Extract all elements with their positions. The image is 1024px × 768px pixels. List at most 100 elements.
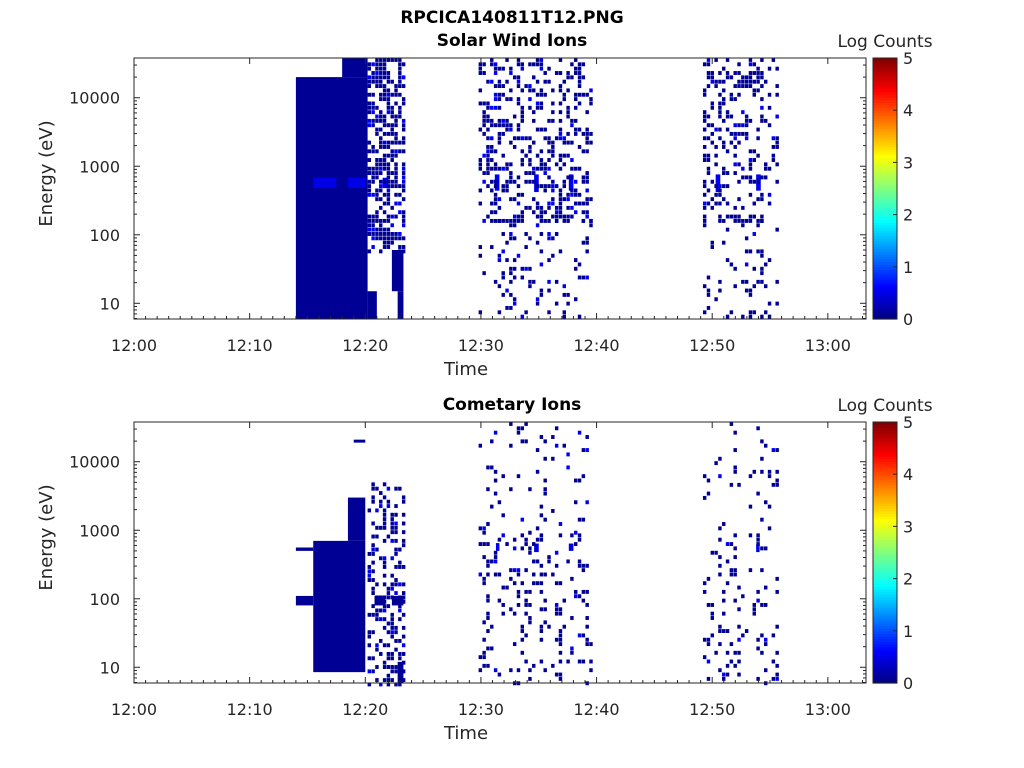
heatmap-cell	[535, 184, 540, 189]
heatmap-cell	[718, 668, 722, 673]
heatmap-cell	[566, 140, 570, 145]
heatmap-cell	[371, 551, 375, 556]
heatmap-cell	[490, 166, 494, 171]
heatmap-cell	[394, 179, 398, 184]
heatmap-cell	[702, 284, 707, 289]
heatmap-cell	[733, 162, 737, 167]
heatmap-cell	[771, 659, 776, 664]
heatmap-cell	[722, 66, 726, 71]
heatmap-cell	[371, 175, 375, 180]
heatmap-cell	[490, 624, 494, 629]
heatmap-cell	[524, 422, 528, 426]
heatmap-cell	[577, 66, 582, 71]
heatmap-cell	[512, 214, 517, 219]
colorbar-segment	[873, 272, 897, 276]
heatmap-cell	[528, 676, 532, 681]
heatmap-cell	[501, 118, 505, 123]
heatmap-cell	[535, 92, 540, 97]
heatmap-cell	[379, 491, 383, 495]
plot-frame	[133, 57, 867, 320]
heatmap-cell	[520, 118, 525, 123]
heatmap-cell	[725, 214, 730, 219]
heatmap-cell	[729, 659, 734, 664]
heatmap-cell	[501, 166, 505, 171]
colorbar-segment	[873, 471, 897, 475]
heatmap-cell	[401, 669, 406, 674]
heatmap-cell	[382, 179, 387, 184]
heatmap-cell	[493, 97, 498, 102]
colorbar-segment	[873, 172, 897, 177]
colorbar-segment	[873, 219, 897, 224]
colorbar-segment	[873, 99, 897, 103]
heatmap-cell	[482, 71, 486, 75]
heatmap-cell	[367, 123, 372, 128]
heatmap-cell	[486, 114, 490, 119]
heatmap-cell	[539, 127, 544, 132]
heatmap-cell	[382, 232, 387, 236]
heatmap-cell	[509, 88, 513, 93]
x-tick-label: 12:40	[574, 336, 620, 355]
heatmap-cell	[725, 227, 730, 232]
heatmap-cell	[554, 214, 559, 219]
heatmap-cell	[390, 110, 394, 115]
colorbar-segment	[873, 178, 897, 182]
colorbar-segment	[873, 136, 897, 140]
heatmap-cell	[725, 672, 730, 677]
heatmap-cell	[752, 71, 756, 75]
colorbar-segment	[873, 489, 897, 494]
colorbar-segment	[873, 552, 897, 556]
heatmap-cell	[566, 192, 570, 197]
heatmap-cell	[562, 179, 566, 184]
colorbar-segment	[873, 586, 897, 590]
heatmap-cell	[741, 79, 745, 84]
colorbar-tick-label: 1	[903, 622, 913, 641]
heatmap-cell	[585, 140, 589, 145]
heatmap-cell	[375, 149, 379, 154]
heatmap-cell	[386, 145, 391, 149]
colorbar-segment	[873, 680, 897, 684]
heatmap-cell	[482, 114, 486, 119]
heatmap-cell	[497, 258, 502, 263]
x-axis-label: Time	[443, 723, 488, 744]
heatmap-cell	[509, 305, 513, 310]
heatmap-cell	[501, 123, 505, 128]
heatmap-cell	[401, 595, 406, 600]
colorbar-segment	[873, 91, 897, 96]
heatmap-cell	[737, 123, 741, 128]
heatmap-cell	[760, 602, 764, 607]
heatmap-cell	[379, 504, 383, 509]
heatmap-cell	[558, 192, 563, 197]
heatmap-cell	[371, 547, 375, 552]
heatmap-cell	[543, 171, 547, 176]
heatmap-cell	[706, 166, 711, 171]
heatmap-cell	[375, 105, 379, 110]
heatmap-cell	[516, 568, 521, 573]
heatmap-cell	[577, 537, 582, 542]
heatmap-cell	[539, 210, 544, 215]
heatmap-cell	[725, 201, 730, 206]
heatmap-cell	[562, 310, 566, 315]
heatmap-cell	[486, 136, 490, 141]
heatmap-cell	[394, 162, 398, 167]
colorbar-segment	[873, 599, 897, 603]
heatmap-cell	[767, 258, 772, 263]
heatmap-cell	[547, 149, 551, 154]
heatmap-cell	[367, 79, 372, 84]
heatmap-cell	[733, 84, 737, 89]
heatmap-cell	[574, 131, 578, 136]
heatmap-cell	[585, 500, 589, 505]
heatmap-cell	[562, 214, 566, 219]
colorbar-segment	[873, 211, 897, 216]
heatmap-cell	[367, 565, 372, 569]
heatmap-cell	[493, 123, 498, 128]
heatmap-cell	[722, 101, 726, 106]
heatmap-cell	[551, 236, 555, 241]
heatmap-cell	[539, 232, 544, 236]
colorbar-segment	[873, 609, 897, 614]
heatmap-cell	[585, 197, 589, 202]
heatmap-cell	[710, 179, 715, 184]
heatmap-cell	[501, 602, 505, 607]
heatmap-cell	[490, 201, 494, 206]
colorbar-segment	[873, 495, 897, 499]
heatmap-cell	[501, 275, 505, 280]
